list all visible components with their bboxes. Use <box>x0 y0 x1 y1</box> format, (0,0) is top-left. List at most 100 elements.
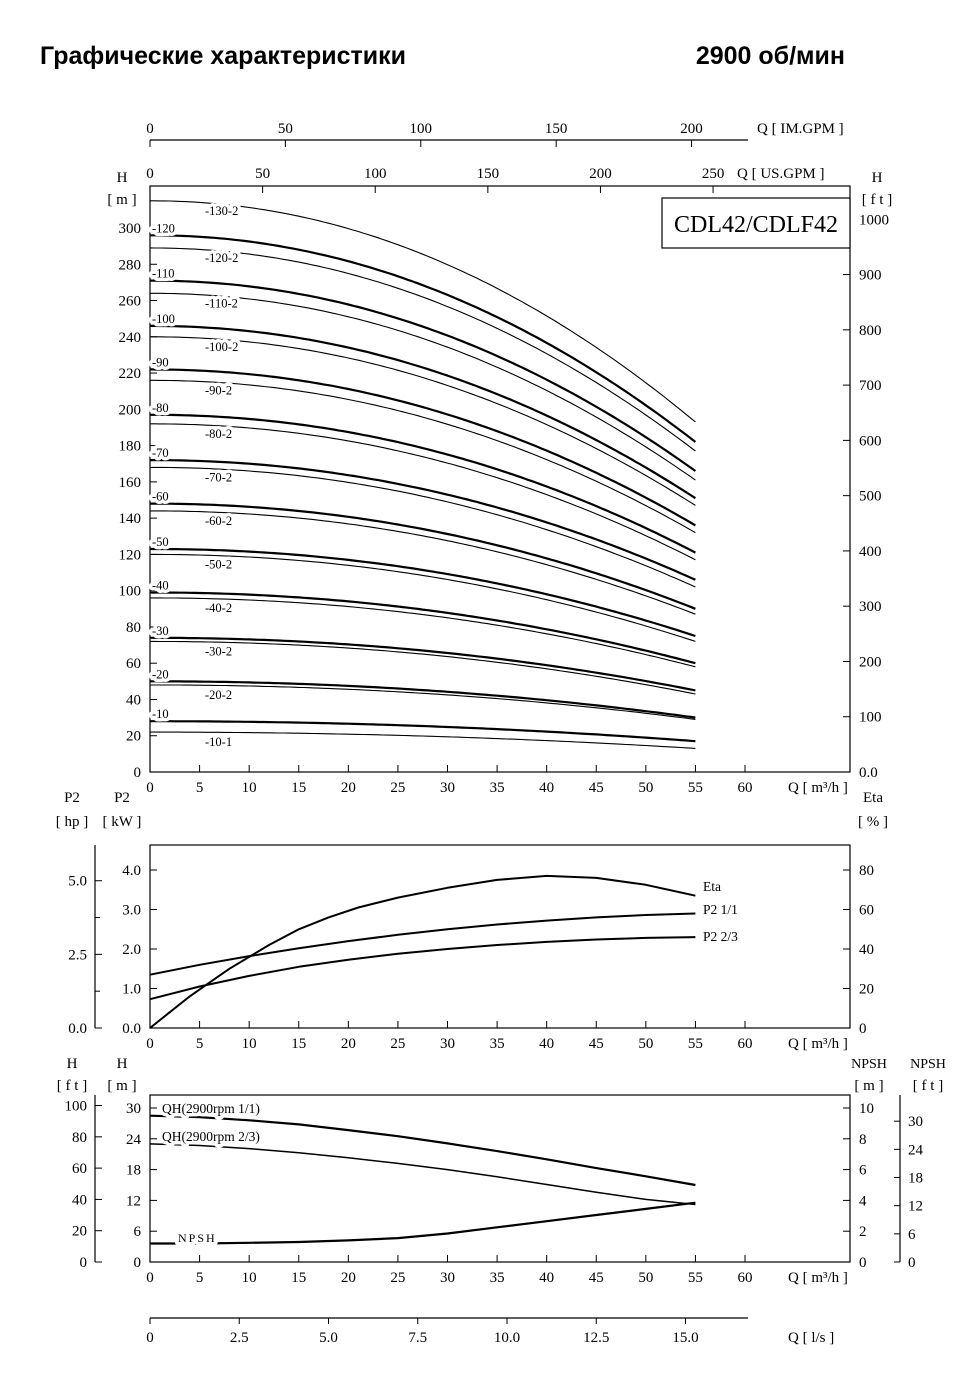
ls-tick-label: 12.5 <box>583 1330 609 1346</box>
curve-100 <box>150 324 697 500</box>
h-ft-axis-title: [ f t ] <box>862 192 892 208</box>
model-box <box>661 197 851 249</box>
h-ft-tick-label: 200 <box>859 654 882 670</box>
ls-axis-title: Q [ l/s ] <box>788 1330 834 1346</box>
npsh-m-tick-label: 2 <box>859 1224 867 1240</box>
curve-label-50-2: -50-2 <box>205 557 232 571</box>
curve-50 <box>150 547 696 638</box>
curve-10-1 <box>150 731 696 749</box>
npsh-m-tick-label: 0 <box>859 1255 867 1271</box>
h-ft-tick-label: 1000 <box>859 212 889 228</box>
q-tick-label: 5 <box>196 1036 204 1052</box>
h-m-tick-label: 0 <box>134 765 142 781</box>
q-tick-label: 55 <box>688 780 703 796</box>
npsh-ft-tick-label: 12 <box>908 1199 923 1215</box>
h-ft-tick-label: 40 <box>72 1192 87 1208</box>
h-m-tick-label: 180 <box>119 439 142 455</box>
curve-label-120: -120 <box>152 221 175 235</box>
h-m-tick-label: 240 <box>119 330 142 346</box>
q-tick-label: 60 <box>738 1270 753 1286</box>
h-ft-tick-label: 800 <box>859 323 882 339</box>
us-gpm-tick-label: 200 <box>589 166 612 182</box>
curve-NPSH <box>150 1201 696 1245</box>
h-m-axis-title: [ m ] <box>107 1078 136 1094</box>
curve-label-10: -10 <box>152 707 169 721</box>
q-tick-label: 45 <box>589 780 604 796</box>
curve-QH(2900rpm 2/3) <box>149 1143 696 1206</box>
q-tick-label: 35 <box>490 780 505 796</box>
curve-QH(2900rpm 1/1) <box>149 1114 696 1187</box>
curve-label-70-2: -70-2 <box>205 470 232 484</box>
h-ft-tick-label: 300 <box>859 599 882 615</box>
q-tick-label: 10 <box>242 780 257 796</box>
h-ft-tick-label: 400 <box>859 544 882 560</box>
curve-label-70: -70 <box>152 446 169 460</box>
q-tick-label: 40 <box>539 1036 554 1052</box>
h-ft-tick-label: 20 <box>72 1224 87 1240</box>
h-m-tick-label: 30 <box>126 1101 141 1117</box>
h-ft-tick-label: 700 <box>859 378 882 394</box>
q-tick-label: 0 <box>146 1270 154 1286</box>
curve-60 <box>150 502 696 610</box>
curve-label-P2 1/1: P2 1/1 <box>703 902 738 917</box>
q-tick-label: 30 <box>440 1270 455 1286</box>
npsh-ft-tick-label: 30 <box>908 1114 923 1130</box>
us-gpm-tick-label: 250 <box>702 166 725 182</box>
q-tick-label: 45 <box>589 1270 604 1286</box>
p2-kw-axis-title: [ kW ] <box>103 814 142 830</box>
curve-110-2 <box>150 292 696 481</box>
q-tick-label: 20 <box>341 780 356 796</box>
h-m-tick-label: 160 <box>119 475 142 491</box>
q-tick-label: 25 <box>390 1036 405 1052</box>
npsh-m-axis-title: NPSH <box>851 1057 887 1072</box>
eta-tick-label: 60 <box>859 903 874 919</box>
h-m-tick-label: 60 <box>126 656 141 672</box>
curve-label-120-2: -120-2 <box>205 251 238 265</box>
ls-tick-label: 2.5 <box>230 1330 249 1346</box>
curve-50-2 <box>150 553 696 642</box>
q-tick-label: 5 <box>196 780 204 796</box>
curve-100-2 <box>150 336 696 506</box>
curve-80 <box>150 413 696 554</box>
us-gpm-axis-title: Q [ US.GPM ] <box>737 166 825 182</box>
h-m-tick-label: 80 <box>126 620 141 636</box>
im-gpm-tick-label: 150 <box>545 121 568 137</box>
h-ft-axis-title: H <box>67 1056 78 1072</box>
im-gpm-tick-label: 200 <box>680 121 703 137</box>
curve-label-30-2: -30-2 <box>205 644 232 658</box>
q-axis-title: Q [ m³/h ] <box>788 1270 848 1286</box>
curve-label-Eta: Eta <box>703 879 721 894</box>
curve-40 <box>150 591 696 665</box>
p2-kw-tick-label: 2.0 <box>122 942 141 958</box>
h-m-axis-title: [ m ] <box>107 192 136 208</box>
h-m-axis-title: H <box>117 1056 128 1072</box>
h-ft-tick-label: 0 <box>80 1255 88 1271</box>
h-m-tick-label: 100 <box>119 584 142 600</box>
curve-label-QH(2900rpm 1/1): QH(2900rpm 1/1) <box>162 1101 260 1116</box>
curve-80-2 <box>150 423 696 561</box>
curve-130-2 <box>150 200 696 423</box>
curve-label-20: -20 <box>152 667 169 681</box>
npsh-ft-tick-label: 6 <box>908 1227 916 1243</box>
curve-label-60-2: -60-2 <box>205 514 232 528</box>
h-m-tick-label: 20 <box>126 729 141 745</box>
h-m-tick-label: 300 <box>119 221 142 237</box>
ls-tick-label: 7.5 <box>408 1330 427 1346</box>
curve-60-2 <box>150 510 696 615</box>
curve-30 <box>150 636 696 692</box>
h-m-tick-label: 260 <box>119 294 142 310</box>
curve-P2 2/3 <box>149 936 696 1001</box>
curve-Eta <box>149 874 696 1029</box>
curve-label-100-2: -100-2 <box>205 340 238 354</box>
h-m-tick-label: 120 <box>119 547 142 563</box>
q-tick-label: 60 <box>738 780 753 796</box>
q-tick-label: 50 <box>638 1036 653 1052</box>
q-tick-label: 35 <box>490 1270 505 1286</box>
curve-label-80: -80 <box>152 401 169 415</box>
q-tick-label: 25 <box>390 1270 405 1286</box>
h-ft-axis-title: H <box>872 170 883 186</box>
npsh-m-tick-label: 4 <box>859 1193 867 1209</box>
h-ft-axis-title: [ f t ] <box>57 1078 87 1094</box>
curve-110 <box>150 279 697 472</box>
